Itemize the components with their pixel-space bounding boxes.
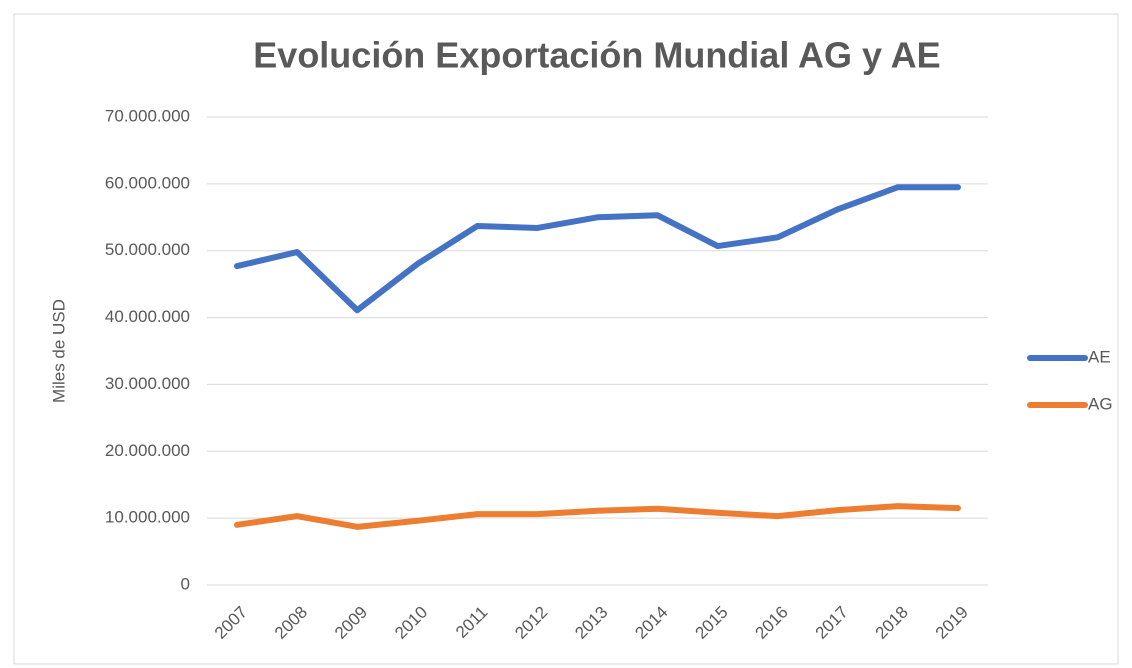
y-tick-label: 50.000.000 (105, 240, 190, 259)
y-tick-label: 60.000.000 (105, 173, 190, 192)
line-series (234, 184, 961, 314)
y-tick-label: 20.000.000 (105, 441, 190, 460)
y-tick-label: 70.000.000 (105, 106, 190, 125)
line-series (234, 503, 961, 530)
chart-title: Evolución Exportación Mundial AG y AE (253, 35, 940, 76)
y-axis-title: Miles de USD (49, 299, 68, 403)
legend-label: AE (1088, 347, 1111, 366)
y-tick-label: 40.000.000 (105, 307, 190, 326)
chart-border (13, 13, 1119, 665)
y-tick-label: 10.000.000 (105, 508, 190, 527)
y-tick-label: 0 (181, 574, 190, 593)
y-tick-label: 30.000.000 (105, 374, 190, 393)
legend-label: AG (1088, 394, 1113, 413)
